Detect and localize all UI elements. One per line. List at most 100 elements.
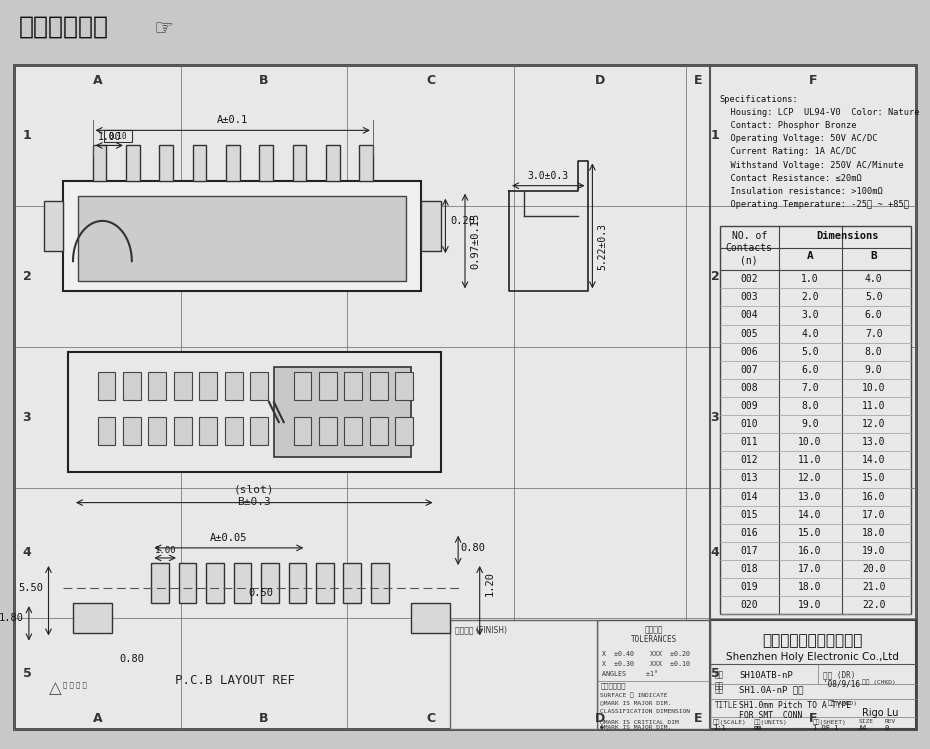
Text: 11.0: 11.0	[798, 455, 822, 465]
Text: X  ±0.30    XXX  ±0.10: X ±0.30 XXX ±0.10	[603, 661, 690, 667]
Text: SH1.0A-nP 贴贴: SH1.0A-nP 贴贴	[739, 686, 804, 695]
Text: A±0.1: A±0.1	[217, 115, 248, 125]
Text: 3.0±0.3: 3.0±0.3	[527, 171, 569, 181]
Text: 7.0: 7.0	[865, 329, 883, 339]
Text: 4.0: 4.0	[801, 329, 818, 339]
Text: Withstand Voltage: 250V AC/Minute: Withstand Voltage: 250V AC/Minute	[720, 160, 904, 169]
Bar	[226, 145, 240, 181]
Text: 17.0: 17.0	[862, 509, 885, 520]
Bar	[319, 372, 337, 400]
Text: B: B	[870, 251, 877, 261]
Bar	[720, 226, 910, 614]
Text: B: B	[259, 712, 269, 726]
Text: mm: mm	[754, 725, 763, 731]
Text: 0.80: 0.80	[460, 543, 485, 553]
Bar	[294, 372, 312, 400]
Text: 8.0: 8.0	[801, 401, 818, 411]
Bar	[710, 620, 916, 729]
Text: 1.00: 1.00	[154, 546, 176, 555]
Text: Specifications:: Specifications:	[720, 95, 799, 104]
Text: 012: 012	[740, 455, 758, 465]
Bar	[597, 620, 710, 729]
Text: 本 方 格 格: 本 方 格 格	[63, 682, 86, 688]
Bar	[294, 417, 312, 445]
Bar	[343, 563, 361, 603]
Bar	[370, 372, 388, 400]
Bar	[174, 417, 192, 445]
Text: Current Rating: 1A AC/DC: Current Rating: 1A AC/DC	[720, 148, 857, 157]
Bar	[93, 145, 106, 181]
Text: 1.80: 1.80	[0, 613, 24, 623]
Bar	[293, 145, 306, 181]
Bar	[179, 563, 196, 603]
Text: 19.0: 19.0	[798, 600, 822, 610]
Bar	[104, 130, 132, 142]
Text: 0.80: 0.80	[119, 654, 144, 664]
Text: 11.0: 11.0	[862, 401, 885, 411]
Text: 019: 019	[740, 582, 758, 592]
Text: X  ±0.40    XXX  ±0.20: X ±0.40 XXX ±0.20	[603, 651, 690, 657]
Text: 5: 5	[711, 667, 719, 680]
Text: 0.50: 0.50	[248, 588, 273, 598]
Text: 3.0: 3.0	[801, 311, 818, 321]
Bar	[126, 145, 140, 181]
Text: D: D	[594, 712, 604, 726]
Bar	[261, 563, 279, 603]
Text: 10.0: 10.0	[798, 437, 822, 447]
Text: Operating Temperature: -25℃ ~ +85℃: Operating Temperature: -25℃ ~ +85℃	[720, 200, 909, 209]
Text: 审核 (CHKD): 审核 (CHKD)	[862, 679, 896, 685]
Text: 工程
图号: 工程 图号	[715, 670, 724, 690]
Bar	[450, 620, 597, 729]
Text: 1.0: 1.0	[801, 274, 818, 285]
Text: 10.0: 10.0	[862, 383, 885, 393]
Text: CLASSIFICATION DIMENSION: CLASSIFICATION DIMENSION	[600, 709, 690, 714]
Text: 一般公差: 一般公差	[644, 625, 663, 634]
Text: SIZE: SIZE	[859, 719, 874, 724]
Text: 0.10: 0.10	[109, 132, 127, 141]
Text: 0: 0	[884, 725, 889, 731]
Text: Insulation resistance: >100mΩ: Insulation resistance: >100mΩ	[720, 187, 883, 195]
Text: 1.00: 1.00	[98, 133, 121, 142]
Text: Rigo Lu: Rigo Lu	[862, 708, 898, 718]
Bar	[250, 417, 268, 445]
Text: 5.0: 5.0	[801, 347, 818, 357]
Text: Shenzhen Holy Electronic Co.,Ltd: Shenzhen Holy Electronic Co.,Ltd	[726, 652, 899, 661]
Text: B±0.3: B±0.3	[237, 497, 272, 506]
Bar	[68, 352, 441, 473]
Text: 16.0: 16.0	[862, 491, 885, 502]
Text: 005: 005	[740, 329, 758, 339]
Text: 3: 3	[711, 410, 719, 424]
Text: E: E	[694, 712, 702, 726]
Text: C: C	[426, 73, 435, 87]
Text: 12.0: 12.0	[798, 473, 822, 483]
Bar	[199, 372, 217, 400]
Text: 1:1: 1:1	[713, 725, 725, 731]
Text: SH1.0mm Pitch TO A TYPE
FOR SMT  CONN: SH1.0mm Pitch TO A TYPE FOR SMT CONN	[739, 701, 852, 721]
Bar	[174, 372, 192, 400]
Text: 006: 006	[740, 347, 758, 357]
Text: 5.50: 5.50	[19, 583, 44, 593]
Text: 表面处理 (FINISH): 表面处理 (FINISH)	[455, 625, 507, 634]
Text: 014: 014	[740, 491, 758, 502]
Bar	[123, 372, 140, 400]
Text: △: △	[48, 679, 61, 697]
Text: 15.0: 15.0	[862, 473, 885, 483]
Text: 1: 1	[711, 129, 719, 142]
Text: 21.0: 21.0	[862, 582, 885, 592]
Text: 1 OF 1: 1 OF 1	[813, 725, 839, 731]
Text: 002: 002	[740, 274, 758, 285]
Bar	[411, 603, 450, 634]
Text: B: B	[259, 73, 269, 87]
Bar	[250, 372, 268, 400]
Bar	[152, 563, 169, 603]
Bar	[371, 563, 389, 603]
Text: 14.0: 14.0	[798, 509, 822, 520]
Bar	[149, 372, 166, 400]
Bar	[149, 417, 166, 445]
Text: 015: 015	[740, 509, 758, 520]
Text: D: D	[594, 73, 604, 87]
Text: 比例(SCALE): 比例(SCALE)	[713, 719, 747, 724]
Bar	[123, 417, 140, 445]
Text: Housing: LCP  UL94-V0  Color: Nature: Housing: LCP UL94-V0 Color: Nature	[720, 108, 919, 117]
Text: 008: 008	[740, 383, 758, 393]
